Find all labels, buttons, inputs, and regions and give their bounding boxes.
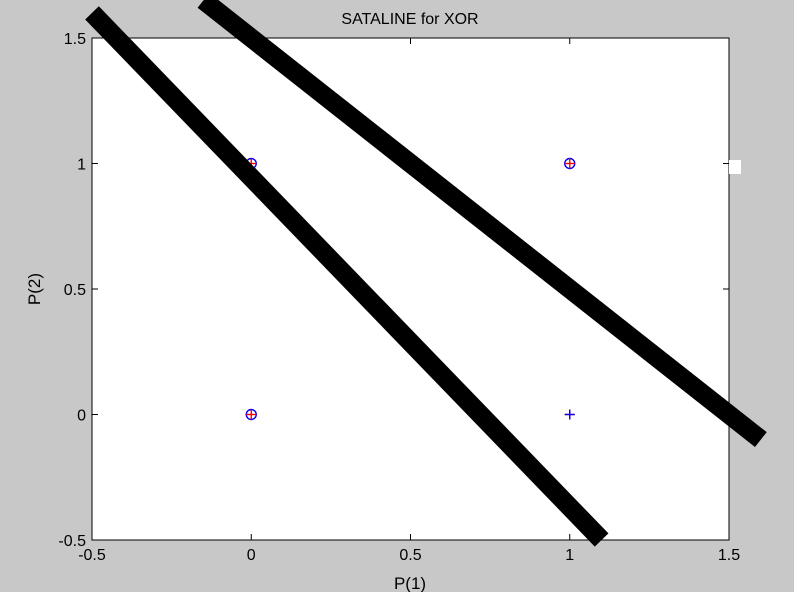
y-tick-label: 1.5	[64, 31, 86, 48]
y-axis-label: P(2)	[25, 273, 44, 305]
x-tick-label: 1	[565, 547, 574, 564]
x-tick-label: 0.5	[399, 547, 421, 564]
x-axis-label: P(1)	[394, 574, 426, 592]
legend-fragment	[729, 160, 741, 174]
y-tick-label: 0.5	[64, 282, 86, 299]
plus-marker	[246, 409, 257, 420]
y-tick-label: 0	[77, 408, 86, 425]
y-tick-label: 1	[77, 157, 86, 174]
x-tick-label: 0	[247, 547, 256, 564]
plot-marks	[245, 157, 576, 421]
boundary-line	[85, 6, 609, 547]
axis-ticks: -0.5 0 0.5 1 1.5 -0.5 0 0.5 1 1.5	[58, 31, 740, 564]
boundary-lines	[85, 0, 767, 547]
x-tick-label: -0.5	[78, 547, 106, 564]
chart-title: SATALINE for XOR	[341, 11, 478, 28]
boundary-line	[197, 0, 767, 448]
plus-marker	[564, 409, 575, 420]
plus-marker	[564, 158, 575, 169]
x-tick-label: 1.5	[718, 547, 740, 564]
y-tick-label: -0.5	[58, 533, 86, 550]
